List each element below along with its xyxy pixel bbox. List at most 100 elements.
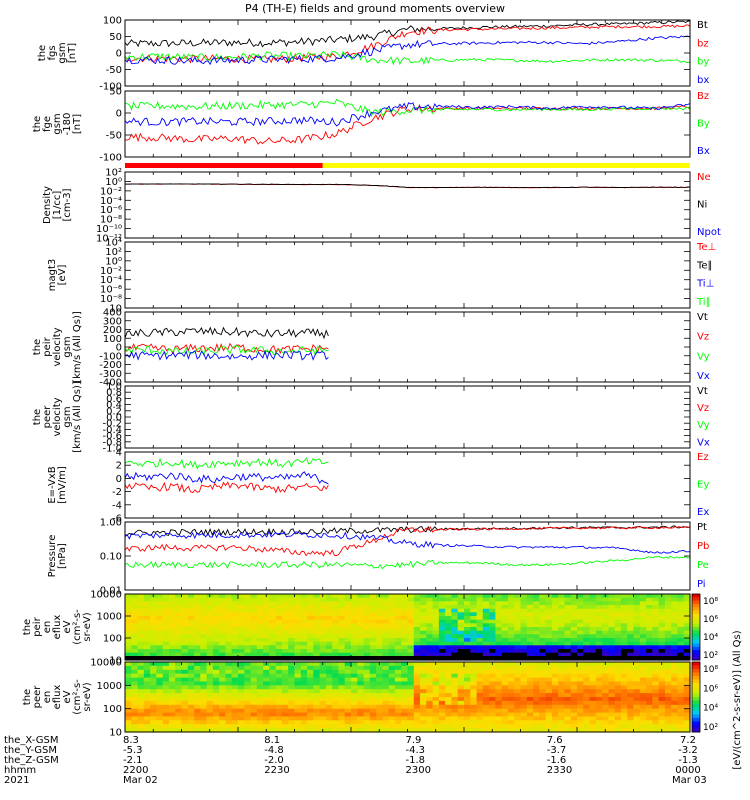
- heatmap-cell: [671, 597, 679, 602]
- heatmap-cell: [369, 724, 377, 729]
- heatmap-cell: [269, 681, 277, 686]
- heatmap-cell: [639, 649, 647, 654]
- heatmap-cell: [595, 662, 603, 667]
- legend-label: Te∥: [696, 260, 713, 271]
- heatmap-cell: [451, 652, 459, 657]
- heatmap-cell: [194, 638, 201, 643]
- heatmap-cell: [225, 669, 233, 675]
- heatmap-cell: [564, 724, 572, 729]
- heatmap-cell: [495, 612, 503, 617]
- heatmap-cell: [507, 681, 515, 686]
- heatmap-cell: [501, 623, 509, 628]
- heatmap-cell: [639, 594, 647, 599]
- y-tick-label: 10⁻⁶: [100, 205, 122, 216]
- heatmap-cell: [344, 724, 352, 729]
- heatmap-cell: [231, 605, 239, 610]
- heatmap-cell: [445, 704, 453, 710]
- heatmap-cell: [231, 681, 239, 686]
- heatmap-cell: [520, 704, 528, 710]
- heatmap-cell: [683, 708, 691, 714]
- heatmap-cell: [482, 612, 490, 617]
- heatmap-cell: [639, 627, 647, 632]
- heatmap-cell: [319, 677, 327, 683]
- heatmap-cell: [150, 689, 157, 694]
- heatmap-cell: [275, 685, 283, 690]
- heatmap-cell: [137, 612, 145, 617]
- heatmap-cell: [181, 645, 189, 650]
- heatmap-cell: [652, 712, 660, 718]
- heatmap-cell: [683, 728, 691, 733]
- heatmap-cell: [551, 681, 559, 686]
- heatmap-cell: [639, 634, 647, 639]
- heatmap-cell: [413, 700, 421, 706]
- colorbar-segment: [692, 627, 700, 631]
- heatmap-cell: [369, 704, 377, 710]
- heatmap-cell: [307, 638, 314, 643]
- heatmap-cell: [294, 601, 302, 606]
- heatmap-cell: [156, 704, 164, 710]
- heatmap-cell: [181, 605, 189, 610]
- heatmap-cell: [420, 720, 427, 725]
- heatmap-cell: [526, 700, 534, 706]
- heatmap-cell: [382, 608, 390, 613]
- heatmap-cell: [652, 716, 660, 721]
- heatmap-cell: [325, 724, 333, 729]
- heatmap-cell: [394, 630, 402, 635]
- heatmap-cell: [288, 724, 296, 729]
- heatmap-cell: [143, 630, 151, 635]
- heatmap-cell: [143, 724, 151, 729]
- heatmap-cell: [407, 594, 415, 599]
- heatmap-cell: [451, 662, 459, 667]
- heatmap-cell: [608, 665, 616, 671]
- heatmap-cell: [206, 634, 214, 639]
- heatmap-cell: [614, 669, 622, 675]
- heatmap-cell: [507, 712, 515, 718]
- colorbar-segment: [692, 640, 700, 644]
- heatmap-cell: [589, 716, 597, 721]
- legend-label: Ne: [697, 172, 711, 183]
- heatmap-cell: [162, 662, 170, 667]
- heatmap-cell: [526, 712, 534, 718]
- heatmap-cell: [401, 645, 409, 650]
- y-tick-label: -4: [112, 500, 122, 511]
- heatmap-cell: [363, 612, 371, 617]
- heatmap-cell: [583, 623, 591, 628]
- heatmap-cell: [194, 724, 201, 729]
- heatmap-cell: [627, 716, 635, 721]
- heatmap-cell: [520, 649, 528, 654]
- heatmap-cell: [639, 630, 647, 635]
- heatmap-cell: [608, 612, 616, 617]
- heatmap-cell: [671, 605, 679, 610]
- heatmap-cell: [319, 724, 327, 729]
- heatmap-cell: [256, 677, 264, 683]
- heatmap-cell: [520, 638, 528, 643]
- heatmap-cell: [200, 724, 208, 729]
- heatmap-cell: [307, 716, 314, 721]
- heatmap-cell: [589, 638, 597, 643]
- heatmap-cell: [231, 623, 239, 628]
- y-axis-label: the: [32, 116, 43, 132]
- heatmap-cell: [281, 689, 289, 694]
- y-tick-label: -50: [106, 131, 122, 142]
- heatmap-cell: [595, 700, 603, 706]
- heatmap-cell: [244, 693, 252, 698]
- heatmap-cell: [394, 652, 402, 657]
- heatmap-cell: [413, 681, 421, 686]
- heatmap-cell: [401, 720, 409, 725]
- heatmap-cell: [608, 693, 616, 698]
- heatmap-cell: [131, 677, 139, 683]
- heatmap-cell: [457, 652, 465, 657]
- heatmap-cell: [244, 627, 252, 632]
- heatmap-cell: [256, 724, 264, 729]
- heatmap-cell: [269, 708, 277, 714]
- heatmap-cell: [238, 641, 245, 646]
- heatmap-cell: [539, 652, 547, 657]
- heatmap-cell: [256, 708, 264, 714]
- heatmap-cell: [526, 693, 534, 698]
- heatmap-cell: [476, 645, 484, 650]
- heatmap-cell: [313, 669, 321, 675]
- heatmap-cell: [131, 608, 139, 613]
- y-axis-label: gsm: [52, 113, 63, 134]
- heatmap-cell: [187, 616, 195, 621]
- heatmap-cell: [533, 677, 540, 683]
